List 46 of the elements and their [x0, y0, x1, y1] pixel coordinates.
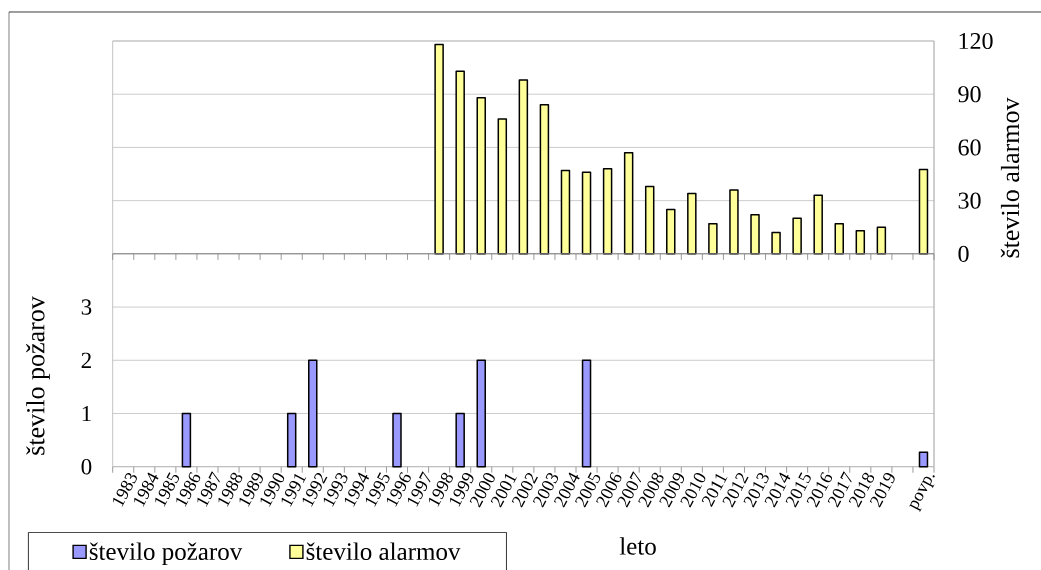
- bar: [560, 169, 571, 255]
- y2-tick-label: 120: [959, 32, 993, 50]
- bar: [476, 359, 486, 468]
- bar: [855, 230, 866, 255]
- bar: [308, 359, 318, 468]
- legend-label: število alarmov: [306, 542, 461, 561]
- legend-label: število požarov: [89, 542, 243, 566]
- bar: [392, 412, 402, 468]
- bar: [687, 192, 697, 255]
- y2-tick-label: 60: [958, 139, 981, 156]
- bar: [602, 167, 613, 255]
- bar: [729, 189, 739, 255]
- bar: [918, 168, 929, 255]
- y-tick-label: 3: [81, 299, 92, 315]
- bar: [476, 97, 486, 255]
- x-axis-title: leto: [619, 537, 656, 555]
- x-tick-label: povp.: [909, 475, 935, 513]
- bar: [750, 214, 760, 255]
- bar: [918, 451, 929, 468]
- bar: [434, 43, 444, 255]
- bar: [455, 412, 465, 468]
- bar: [497, 118, 508, 255]
- bar: [834, 222, 844, 255]
- y-tick-label: 1: [82, 405, 91, 422]
- bar: [518, 79, 529, 255]
- y-tick-label: 2: [81, 352, 91, 368]
- bar: [581, 171, 592, 255]
- bar: [792, 217, 802, 255]
- bar: [623, 151, 634, 255]
- bar: [539, 104, 550, 255]
- y2-tick-label: 0: [958, 245, 969, 262]
- bar: [581, 359, 592, 468]
- y-tick-label: 0: [81, 458, 92, 475]
- bar: [455, 70, 465, 255]
- y2-tick-label: 30: [958, 192, 981, 209]
- bar: [708, 222, 718, 255]
- bar: [876, 226, 887, 255]
- bar: [181, 412, 192, 468]
- y2-tick-label: 90: [958, 86, 981, 103]
- bar: [666, 208, 676, 255]
- y2-axis-title: število alarmov: [1000, 97, 1020, 258]
- bar: [813, 194, 823, 255]
- bar: [644, 185, 655, 255]
- bar: [286, 412, 297, 468]
- y-axis-title: število požarov: [26, 296, 50, 455]
- bar: [771, 231, 781, 255]
